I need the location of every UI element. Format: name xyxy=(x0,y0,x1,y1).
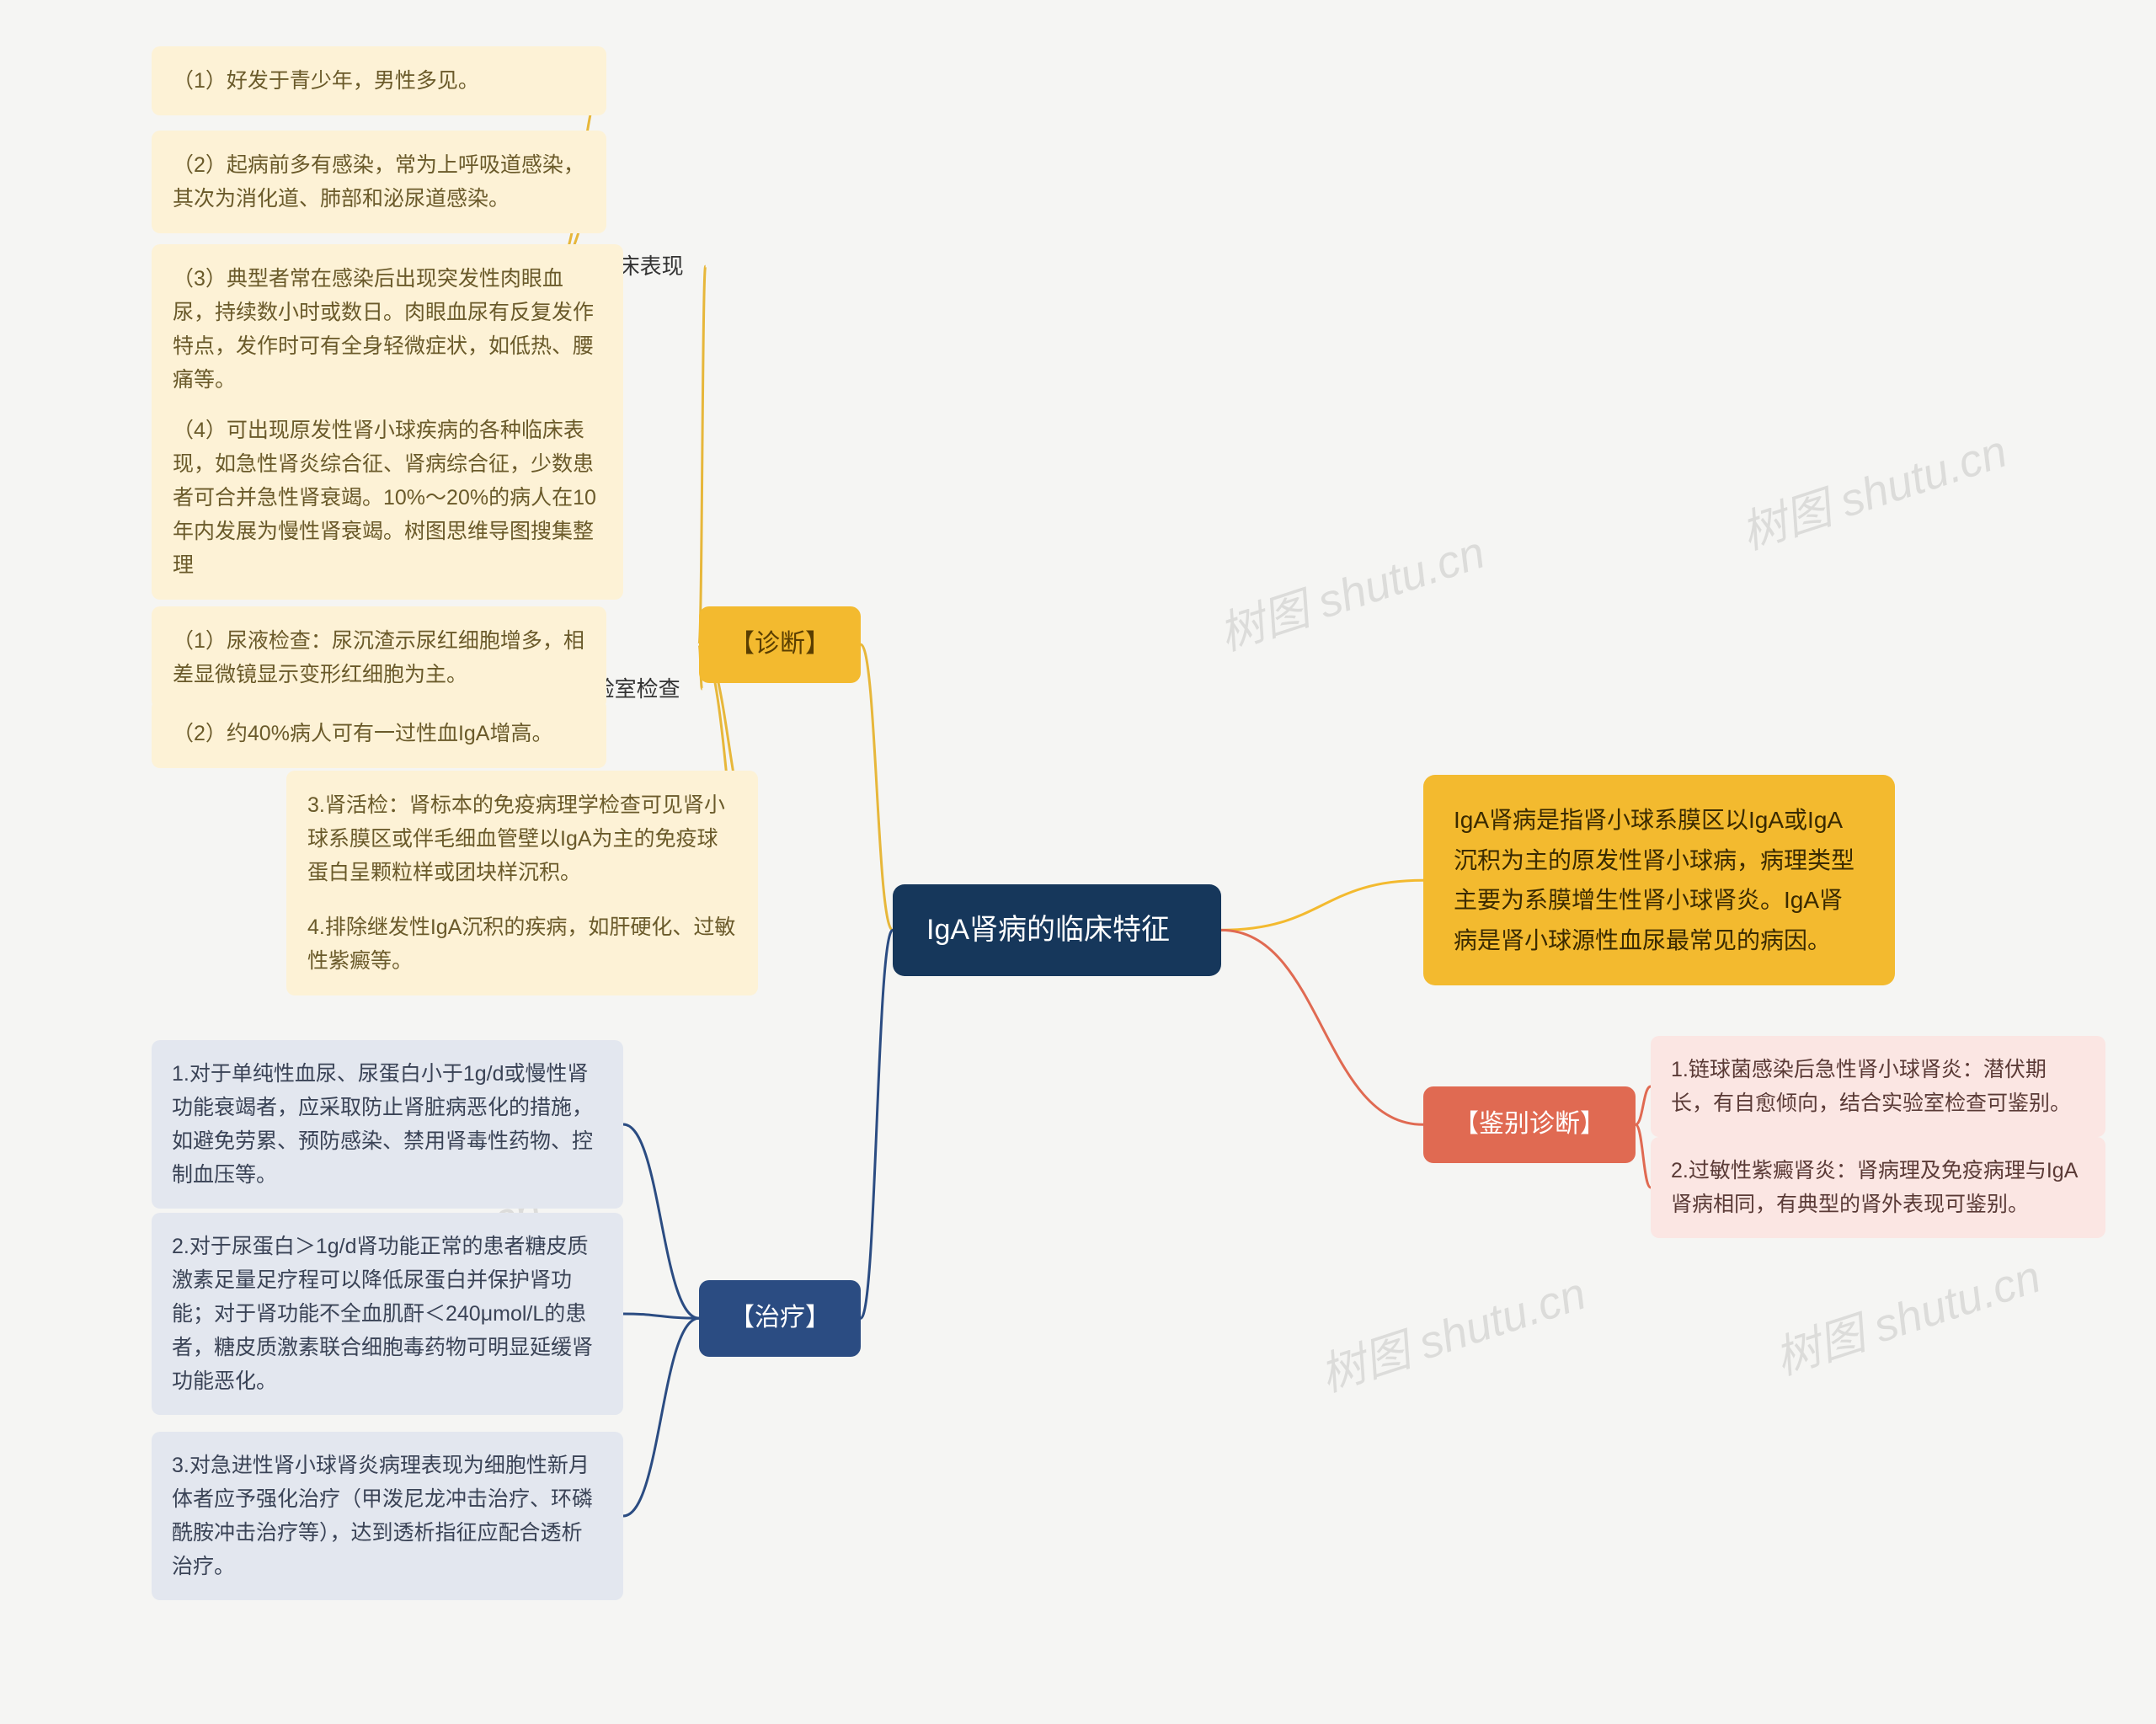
leaf-biopsy[interactable]: 3.肾活检：肾标本的免疫病理学检查可见肾小球系膜区或伴毛细血管壁以IgA为主的免… xyxy=(286,771,758,907)
leaf-exclude[interactable]: 4.排除继发性IgA沉积的疾病，如肝硬化、过敏性紫癜等。 xyxy=(286,893,758,995)
leaf-treat-2[interactable]: 2.对于尿蛋白＞1g/d肾功能正常的患者糖皮质激素足量足疗程可以降低尿蛋白并保护… xyxy=(152,1213,623,1415)
branch-treatment[interactable]: 【治疗】 xyxy=(699,1280,861,1357)
leaf-clinical-1[interactable]: （1）好发于青少年，男性多见。 xyxy=(152,46,606,115)
mindmap-canvas: 树图 shutu.cn 树图 shutu.cn 树图 shutu.cn 树图 s… xyxy=(0,0,2156,1724)
leaf-lab-2[interactable]: （2）约40%病人可有一过性血IgA增高。 xyxy=(152,699,606,768)
leaf-clinical-4[interactable]: （4）可出现原发性肾小球疾病的各种临床表现，如急性肾炎综合征、肾病综合征，少数患… xyxy=(152,396,623,600)
leaf-clinical-3[interactable]: （3）典型者常在感染后出现突发性肉眼血尿，持续数小时或数日。肉眼血尿有反复发作特… xyxy=(152,244,623,414)
branch-differential[interactable]: 【鉴别诊断】 xyxy=(1423,1086,1636,1163)
description-node[interactable]: IgA肾病是指肾小球系膜区以IgA或IgA沉积为主的原发性肾小球病，病理类型主要… xyxy=(1423,775,1895,985)
watermark: 树图 shutu.cn xyxy=(1732,414,2015,562)
branch-diagnosis[interactable]: 【诊断】 xyxy=(699,606,861,683)
leaf-lab-1[interactable]: （1）尿液检查：尿沉渣示尿红细胞增多，相差显微镜显示变形红细胞为主。 xyxy=(152,606,606,709)
leaf-diff-2[interactable]: 2.过敏性紫癜肾炎：肾病理及免疫病理与IgA肾病相同，有典型的肾外表现可鉴别。 xyxy=(1651,1137,2105,1238)
leaf-treat-3[interactable]: 3.对急进性肾小球肾炎病理表现为细胞性新月体者应予强化治疗（甲泼尼龙冲击治疗、环… xyxy=(152,1432,623,1600)
watermark: 树图 shutu.cn xyxy=(1310,1256,1593,1404)
watermark: 树图 shutu.cn xyxy=(1209,515,1492,663)
leaf-diff-1[interactable]: 1.链球菌感染后急性肾小球肾炎：潜伏期长，有自愈倾向，结合实验室检查可鉴别。 xyxy=(1651,1036,2105,1137)
leaf-treat-1[interactable]: 1.对于单纯性血尿、尿蛋白小于1g/d或慢性肾功能衰竭者，应采取防止肾脏病恶化的… xyxy=(152,1040,623,1209)
watermark: 树图 shutu.cn xyxy=(1765,1239,2048,1387)
leaf-clinical-2[interactable]: （2）起病前多有感染，常为上呼吸道感染，其次为消化道、肺部和泌尿道感染。 xyxy=(152,131,606,233)
root-topic[interactable]: IgA肾病的临床特征 xyxy=(893,884,1221,976)
